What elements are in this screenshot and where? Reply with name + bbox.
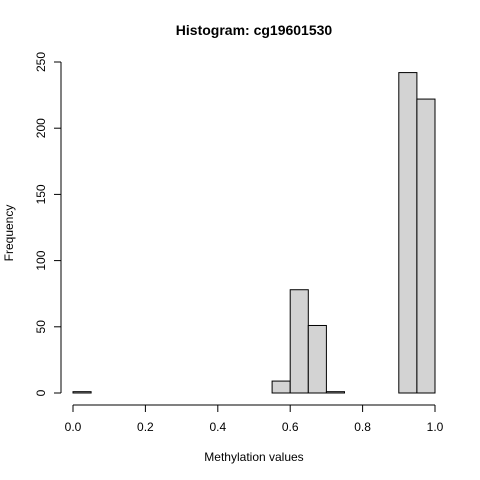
x-tick-label: 0.8 — [354, 420, 371, 434]
x-tick-label: 0.0 — [65, 420, 82, 434]
x-tick-label: 0.2 — [137, 420, 154, 434]
chart-title: Histogram: cg19601530 — [176, 22, 333, 38]
x-tick-label: 1.0 — [427, 420, 444, 434]
histogram-bar — [325, 391, 345, 394]
x-tick-label: 0.4 — [209, 420, 226, 434]
histogram-bar — [307, 324, 327, 394]
x-axis: 0.0 0.2 0.4 0.6 0.8 1.0 — [65, 404, 444, 434]
histogram-bar — [271, 380, 291, 394]
histogram-bar — [72, 391, 92, 394]
y-tick-label: 100 — [34, 250, 48, 270]
y-tick-label: 200 — [34, 118, 48, 138]
histogram-bar — [289, 289, 309, 394]
x-axis-title: Methylation values — [204, 450, 303, 464]
y-axis: 0 50 100 150 200 250 — [34, 52, 62, 396]
histogram-bar — [416, 98, 436, 394]
x-tick-label: 0.6 — [282, 420, 299, 434]
y-axis-title: Frequency — [2, 205, 16, 262]
y-tick-label: 0 — [34, 389, 48, 396]
histogram-bar — [398, 72, 418, 394]
y-tick-label: 150 — [34, 184, 48, 204]
y-tick-label: 250 — [34, 52, 48, 72]
histogram-bars — [72, 72, 436, 394]
y-tick-label: 50 — [34, 320, 48, 334]
